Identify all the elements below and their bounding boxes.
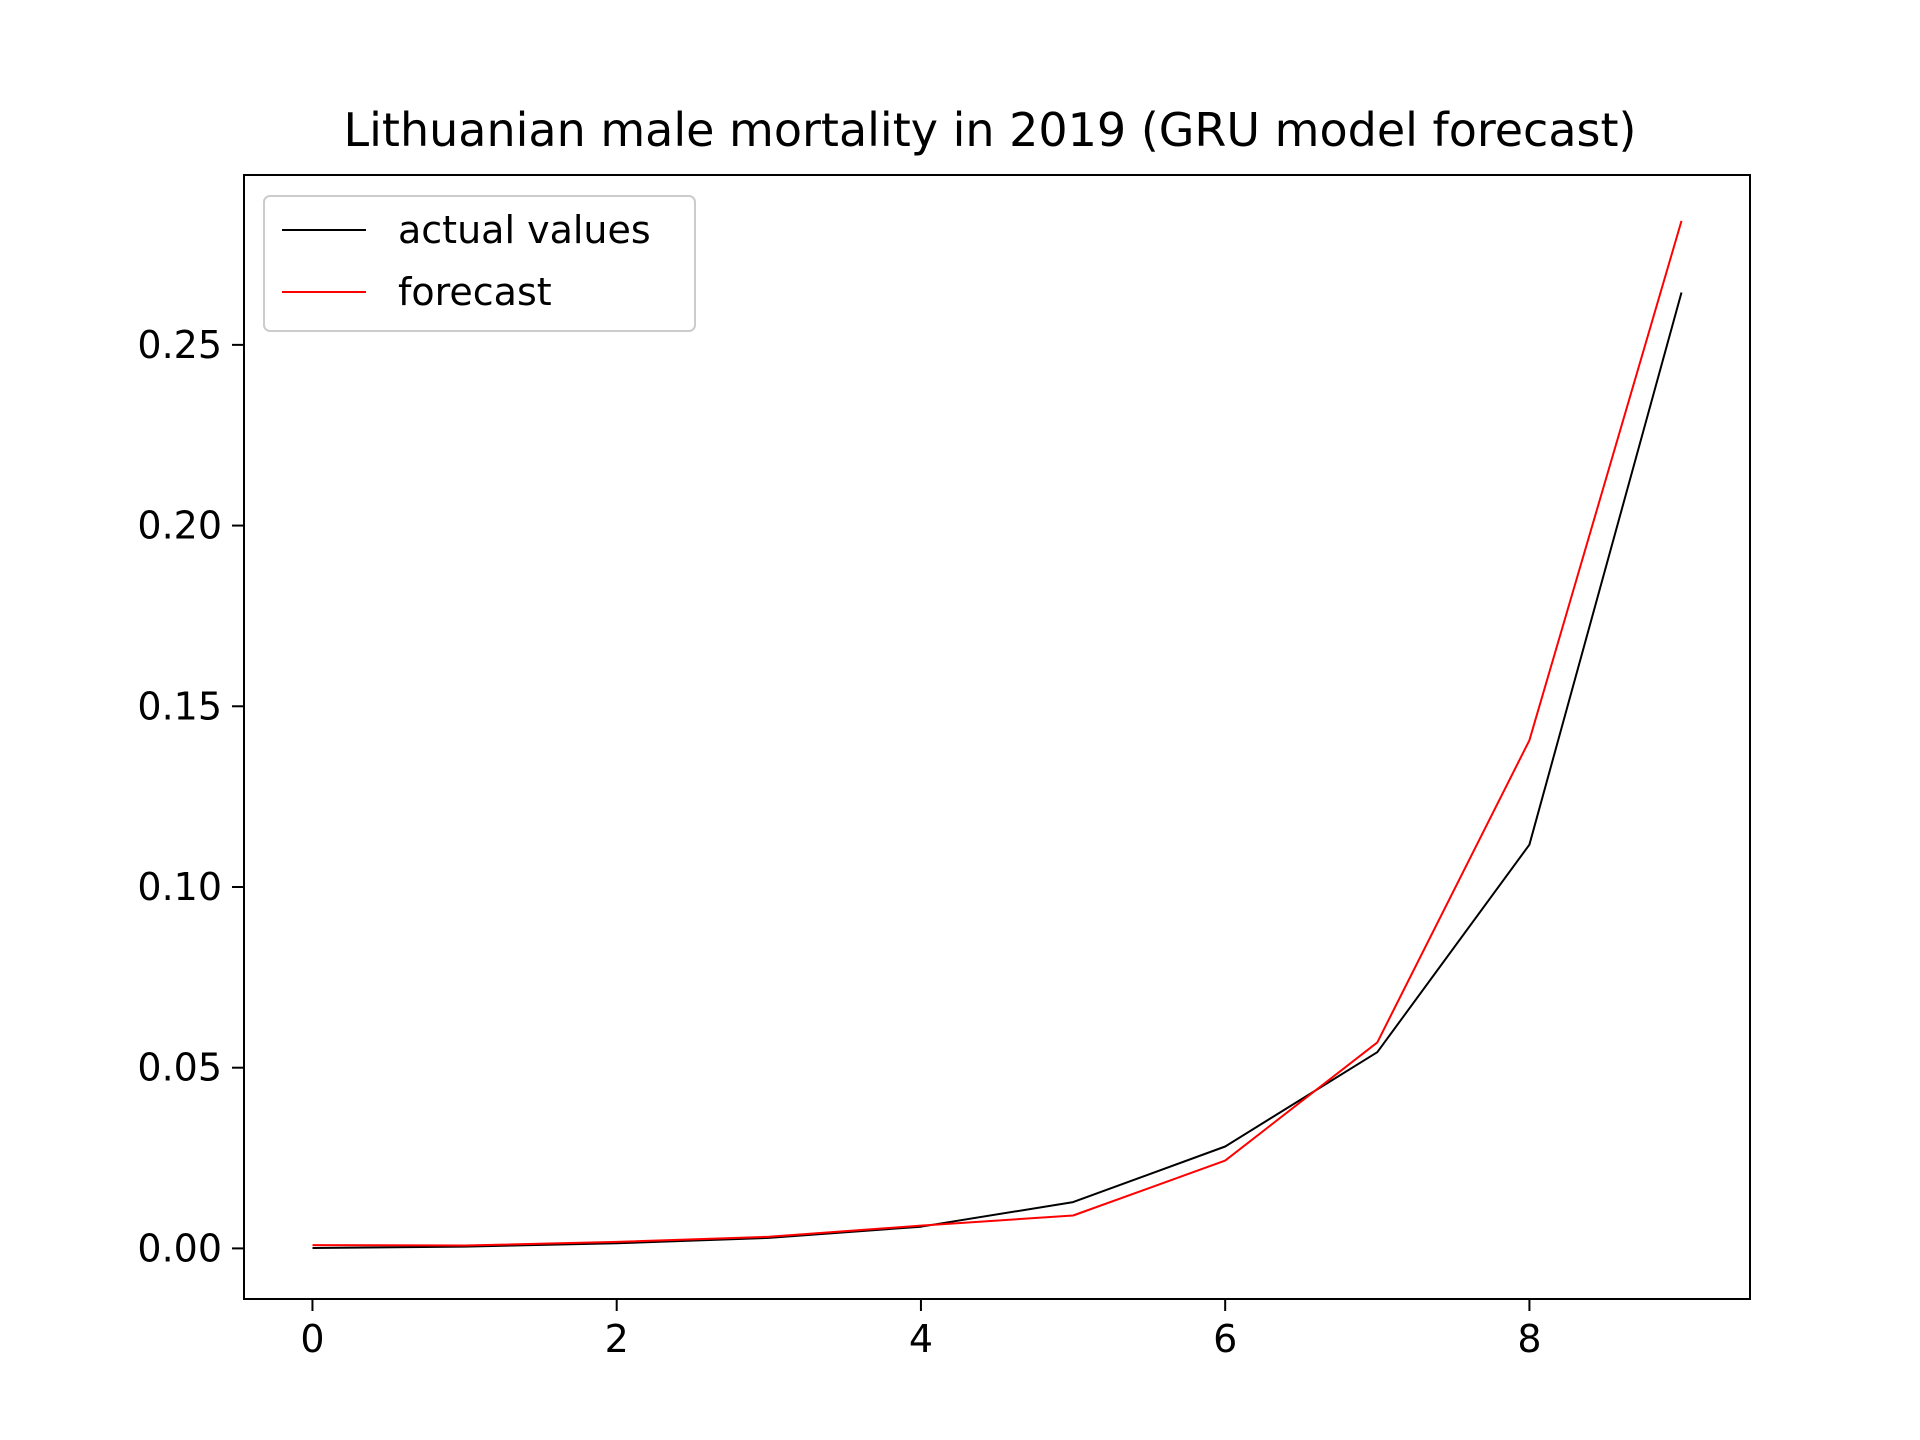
y-tick-label-3: 0.15 [137,684,222,728]
y-tick-label-4: 0.20 [137,504,222,548]
axes: 0 2 4 6 8 0.00 0.05 0.10 0.15 0.20 0.25 [137,174,1751,1361]
y-tick-label-1: 0.05 [137,1046,222,1090]
chart-title: Lithuanian male mortality in 2019 (GRU m… [344,103,1637,157]
legend-label-0: actual values [398,208,651,252]
legend: actual values forecast [263,195,696,332]
plot-area [312,220,1683,1249]
y-tick-label-0: 0.00 [137,1226,222,1270]
legend-label-1: forecast [398,270,552,314]
axes-frame [243,174,1751,1300]
x-tick-label-2: 4 [909,1317,933,1361]
x-tick-label-4: 8 [1517,1317,1541,1361]
legend-box [263,195,696,332]
series-line-0 [312,292,1683,1249]
series-line-1 [312,220,1683,1247]
y-tick-label-5: 0.25 [137,323,222,367]
x-tick-label-0: 0 [300,1317,324,1361]
x-tick-label-3: 6 [1213,1317,1237,1361]
y-tick-label-2: 0.10 [137,865,222,909]
x-tick-label-1: 2 [605,1317,629,1361]
